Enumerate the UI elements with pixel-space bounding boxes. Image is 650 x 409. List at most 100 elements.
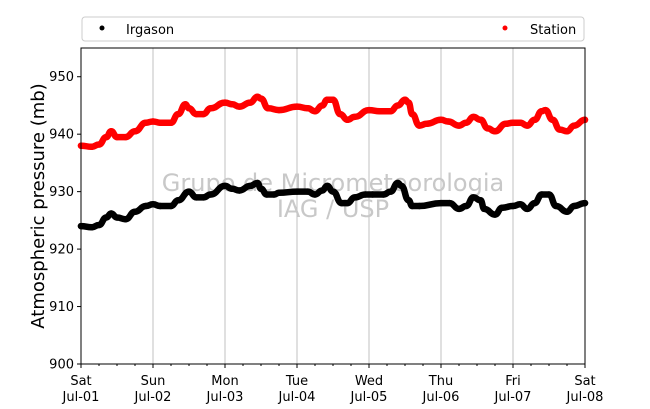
series-irgason-point [369, 191, 376, 198]
series-irgason-point [207, 191, 214, 198]
series-station-point [394, 102, 401, 109]
series-irgason-point [142, 202, 149, 210]
series-irgason-point [122, 216, 129, 223]
series-station-point [484, 125, 491, 132]
series-station-point [524, 122, 531, 129]
series-irgason-point [563, 208, 571, 215]
y-tick-label: 910 [49, 300, 74, 315]
series-station-point [319, 102, 326, 109]
series-irgason-point [491, 211, 499, 218]
legend-marker-station [502, 25, 508, 31]
series-irgason-point [380, 191, 387, 198]
series-station-point [531, 116, 538, 124]
series-station-point [103, 133, 110, 141]
series-irgason-point [463, 202, 470, 210]
series-station-point [157, 119, 164, 126]
x-tick-date: Jul-07 [494, 390, 532, 405]
series-irgason-point [167, 202, 175, 210]
series-station-point [491, 128, 499, 135]
series-irgason-point [351, 194, 358, 201]
series-station-point [88, 143, 96, 150]
series-irgason-point [538, 191, 545, 198]
series-station-point [423, 120, 430, 128]
y-axis-label: Atmospheric pressure (mb) [28, 83, 49, 328]
series-station-point [324, 96, 331, 103]
series-station-point [409, 110, 416, 118]
series-irgason-point [263, 191, 270, 198]
series-station-point [502, 120, 509, 128]
series-station [77, 93, 589, 151]
series-station-point [376, 108, 383, 115]
series-station-line [77, 93, 589, 151]
series-station-point [337, 110, 344, 118]
series-station-point [131, 128, 139, 135]
series-station-point [293, 103, 301, 110]
series-station-point [416, 122, 423, 129]
series-station-point [193, 110, 200, 118]
series-station-point [329, 96, 337, 103]
series-irgason-point [481, 205, 488, 213]
series-station-point [236, 103, 243, 110]
series-irgason-point [470, 194, 477, 201]
series-station-point [477, 116, 484, 124]
series-irgason-point [149, 201, 157, 208]
series-irgason-point [324, 182, 331, 190]
watermark-line-2: IAG / USP [277, 195, 389, 223]
series-irgason-point [88, 224, 96, 231]
series-station-point [509, 119, 517, 126]
series-station-point [455, 122, 463, 129]
series-irgason-point [571, 202, 578, 210]
series-station-point [229, 101, 236, 108]
series-irgason-point [275, 189, 283, 196]
series-station-point [549, 116, 556, 124]
series-station-point [275, 106, 283, 114]
series-station-point [571, 122, 578, 129]
series-station-point [221, 99, 229, 106]
series-irgason-point [221, 182, 229, 190]
series-station-point [207, 105, 214, 112]
series-irgason-point [304, 188, 311, 195]
series-irgason-point [405, 197, 412, 204]
series-station-point [365, 106, 373, 114]
series-irgason-point [387, 188, 394, 195]
series-irgason-point [200, 194, 207, 201]
series-irgason-point [344, 199, 351, 207]
x-tick-weekday: Mon [211, 374, 238, 389]
series-irgason-point [254, 179, 261, 187]
series-station-point [517, 119, 524, 126]
series-irgason-point [95, 221, 103, 229]
series-station-point [445, 118, 452, 125]
y-tick-label: 940 [49, 128, 74, 143]
x-tick-weekday: Wed [355, 374, 383, 389]
y-axis: 900 910 920 930 940 950 [49, 70, 81, 373]
series-irgason [77, 179, 589, 231]
series-irgason-point [398, 182, 405, 190]
series-irgason-point [157, 202, 164, 210]
y-tick-label: 920 [49, 243, 74, 258]
x-tick-weekday: Tue [285, 374, 308, 389]
series-irgason-point [524, 205, 531, 213]
series-station-point [113, 133, 121, 141]
series-station-point [142, 119, 149, 126]
x-tick-date: Jul-05 [350, 390, 388, 405]
x-axis: SatJul-01SunJul-02MonJul-03TueJul-04WedJ… [62, 364, 604, 405]
series-irgason-point [517, 201, 524, 208]
series-irgason-point [531, 199, 538, 207]
x-tick-date: Jul-08 [566, 390, 604, 405]
series-station-point [108, 128, 115, 135]
series-station-point [311, 108, 319, 115]
series-station-point [463, 119, 470, 126]
series-irgason-point [509, 202, 517, 210]
series-station-point [265, 105, 272, 112]
series-irgason-point [477, 197, 484, 204]
series-station-point [95, 141, 103, 148]
x-tick-date: Jul-04 [278, 390, 316, 405]
series-station-point [351, 113, 358, 121]
series-irgason-point [338, 199, 345, 207]
series-station-point [200, 110, 207, 118]
legend: Irgason Station [81, 16, 585, 42]
series-irgason-point [553, 202, 560, 210]
series-irgason-point [455, 205, 463, 213]
x-tick-date: Jul-01 [62, 390, 100, 405]
